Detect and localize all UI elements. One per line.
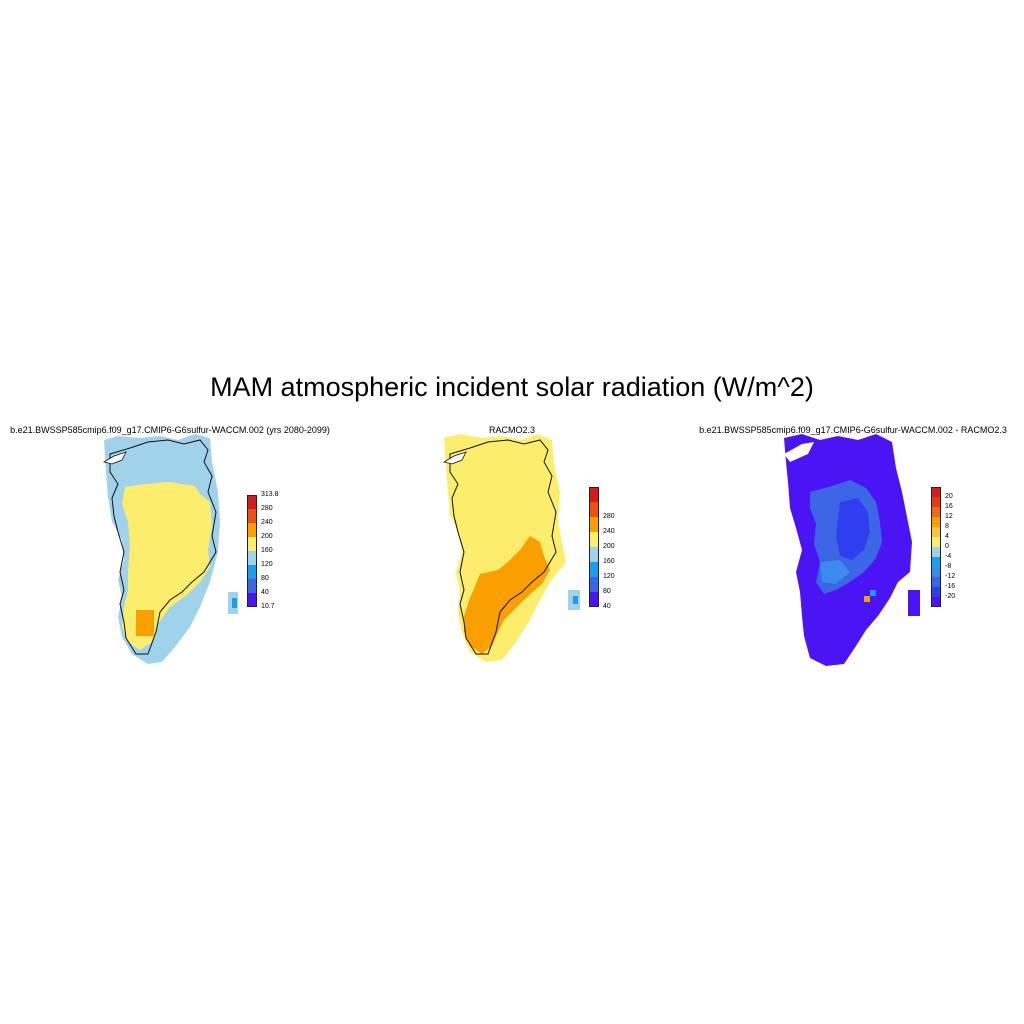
panel-2-map (440, 432, 590, 672)
panel-2-coastline (449, 439, 557, 655)
panel-3-colorbar-label: 4 (945, 533, 949, 540)
panel-1-colorbar-label: 10.7 (261, 603, 275, 610)
figure-title: MAM atmospheric incident solar radiation… (210, 372, 814, 402)
panel-2-colorbar-label: 40 (603, 603, 611, 610)
panel-1-interior-region (122, 482, 212, 650)
panel-2-colorbar-label: 120 (603, 573, 615, 580)
panel-2-colorbar-label: 200 (603, 543, 615, 550)
panel-1-colorbar-label: 240 (261, 519, 273, 526)
panel-1-north-island (102, 451, 127, 465)
panel-1-colorbar-label: 313.8 (261, 491, 279, 498)
panel-1-orange-patch (136, 610, 154, 636)
panel-3-colorbar-label: 12 (945, 513, 953, 520)
panel-1-island-blue (232, 598, 237, 608)
panel-3-colorbar-label: 8 (945, 523, 949, 530)
panel-3-colorbar-label: -20 (945, 593, 956, 600)
panel-3-colorbar-label: 16 (945, 503, 953, 510)
panel-1-coastline (109, 439, 217, 655)
panel-2-orange-region (464, 536, 550, 654)
panel-1-colorbar-label: 40 (261, 589, 269, 596)
panel-3-colorbar-label: -8 (945, 563, 952, 570)
panel-3-colorbar-label: -16 (945, 583, 956, 590)
panel-1-colorbar-label: 80 (261, 575, 269, 582)
panel-2-colorbar-label: 240 (603, 528, 615, 535)
panel-3-colorbar-label: 20 (945, 493, 953, 500)
panel-3-orange-cell (864, 596, 870, 602)
panel-3-colorbar-label: -4 (945, 553, 952, 560)
panel-1-title: b.e21.BWSSP585cmip6.f09_g17.CMIP6-G6sulf… (10, 425, 330, 435)
panel-1-colorbar-label: 280 (261, 505, 273, 512)
panel-3-colorbar-label: -12 (945, 573, 956, 580)
panel-3-lightblue-band (820, 560, 850, 584)
panel-2-title: RACMO2.3 (488, 425, 536, 435)
panel-1-colorbar-label: 160 (261, 547, 273, 554)
panel-1-colorbar-label: 200 (261, 533, 273, 540)
panel-3-map (780, 432, 930, 672)
panel-1-map (100, 432, 250, 672)
panel-3-inner-band (836, 498, 870, 560)
panel-3-colorbar-label: 0 (945, 543, 949, 550)
panel-3-sky-cell (870, 590, 876, 596)
panel-2-colorbar-label: 80 (603, 588, 611, 595)
panel-2-colorbar-label: 160 (603, 558, 615, 565)
panel-3-north-gap (784, 442, 814, 462)
panel-1-colorbar-label: 120 (261, 561, 273, 568)
panel-3-title: b.e21.BWSSP585cmip6.f09_g17.CMIP6-G6sulf… (699, 425, 1007, 435)
panel-3-island-east (908, 590, 920, 616)
panel-2-island-blue (573, 596, 578, 604)
panel-2-north-island (442, 451, 467, 465)
panel-2-colorbar-label: 280 (603, 513, 615, 520)
